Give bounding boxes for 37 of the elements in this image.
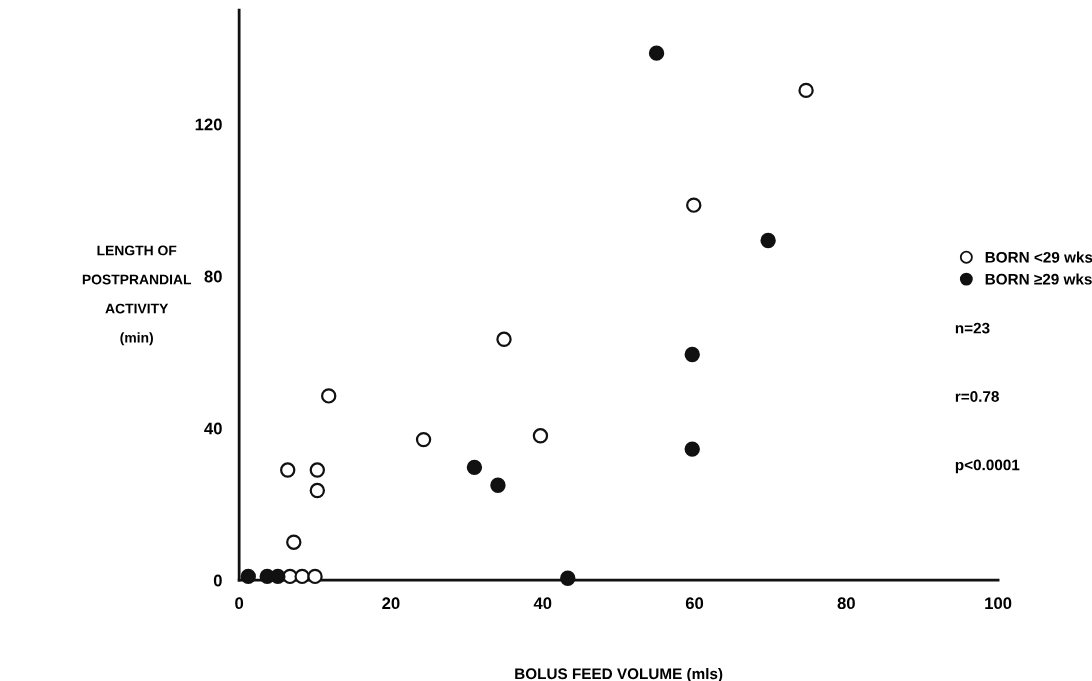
legend-label: BORN ≥29 wks bbox=[985, 273, 1092, 285]
y-tick-label: 120 bbox=[195, 118, 222, 131]
point bbox=[415, 431, 432, 448]
point bbox=[648, 45, 665, 61]
point bbox=[286, 534, 302, 550]
point bbox=[321, 388, 337, 404]
point bbox=[684, 346, 700, 363]
point bbox=[309, 482, 326, 499]
text: LENGTH OF POSTPRANDIAL ACTIVITY (min) bbox=[82, 245, 192, 346]
x-tick-label: 0 bbox=[235, 597, 244, 610]
y-tick-label: 80 bbox=[204, 270, 222, 283]
x-tick-label: 40 bbox=[533, 597, 552, 610]
point bbox=[760, 232, 776, 249]
point bbox=[294, 568, 310, 585]
annotation: p<0.0001 bbox=[955, 459, 1020, 474]
annotation: n=23 bbox=[955, 322, 990, 334]
y-tick-label: 0 bbox=[213, 574, 222, 587]
point bbox=[684, 441, 700, 457]
annotation: r=0.78 bbox=[955, 391, 999, 402]
x-tick-label: 60 bbox=[685, 597, 704, 610]
point bbox=[490, 477, 506, 493]
point bbox=[496, 331, 512, 347]
point bbox=[270, 568, 286, 585]
legend-label: BORN <29 wks bbox=[985, 251, 1092, 263]
point bbox=[560, 570, 576, 587]
point bbox=[240, 568, 256, 585]
x-tick-label: 20 bbox=[382, 597, 400, 610]
y-tick-label: 40 bbox=[204, 422, 222, 435]
point bbox=[280, 462, 296, 478]
point bbox=[307, 568, 323, 585]
point bbox=[309, 462, 326, 478]
point bbox=[466, 459, 483, 476]
point bbox=[532, 428, 549, 444]
point bbox=[686, 197, 702, 213]
point bbox=[798, 82, 814, 99]
x-tick-label: 80 bbox=[837, 597, 855, 610]
x-tick-label: 100 bbox=[985, 597, 1012, 610]
